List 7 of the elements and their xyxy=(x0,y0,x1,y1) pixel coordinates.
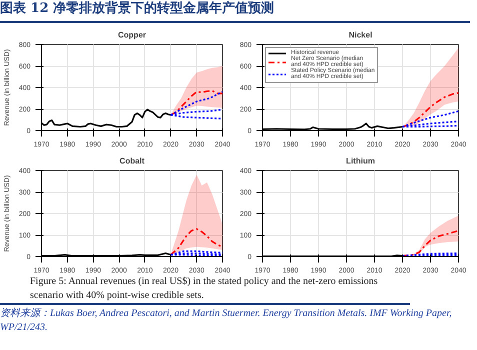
text: 资料来源：Lukas Boer, Andrea Pescatori, and Martin Stuermer. Energy Transition Metals. IMF Working Paper, WP/21/243. xyxy=(0,307,453,336)
chart-title: Nickel xyxy=(348,30,372,40)
chart-title: Lithium xyxy=(346,156,375,166)
chart-title: Cobalt xyxy=(120,156,145,166)
text: 图表 12 净零排放背景下的转型金属年产值预测 xyxy=(0,0,470,23)
caption: Figure 5: Annual revenues (in real US$) in the stated policy and the net-zero emissions scenario with 40% point-wise credible sets. xyxy=(0,274,410,306)
chart-title: Copper xyxy=(118,30,146,40)
